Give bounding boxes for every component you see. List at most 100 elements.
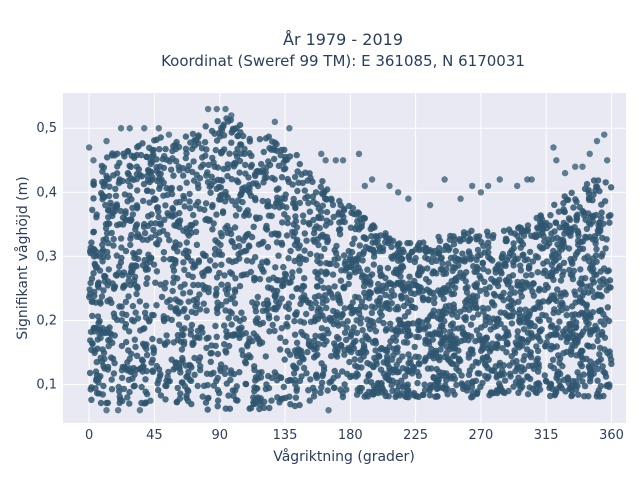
data-point [122, 216, 129, 223]
data-point [506, 273, 513, 281]
data-point [104, 366, 112, 373]
data-point [501, 377, 509, 384]
data-point [518, 293, 525, 300]
outlier-point [117, 125, 125, 132]
data-point [346, 273, 353, 281]
data-point [428, 311, 436, 318]
outlier-point [394, 189, 402, 196]
y-axis-label: Signifikant våghöjd (m) [14, 176, 31, 339]
y-tick-label: 0,4 [36, 185, 57, 200]
data-point [156, 337, 163, 345]
data-point [279, 195, 286, 202]
data-point [186, 376, 193, 383]
data-point [213, 185, 220, 192]
data-point [297, 300, 304, 308]
data-point [273, 147, 281, 154]
data-point [252, 377, 259, 384]
data-point [571, 337, 579, 344]
data-point [318, 190, 326, 197]
data-point [341, 351, 348, 358]
data-point [177, 390, 184, 397]
data-point [181, 266, 188, 273]
data-point [118, 244, 125, 251]
data-point [211, 130, 218, 137]
data-point [578, 363, 585, 370]
data-point [405, 253, 412, 261]
data-point [239, 185, 246, 192]
data-point [188, 258, 195, 265]
data-point [481, 321, 489, 329]
data-point [316, 224, 323, 232]
outlier-point [222, 105, 229, 113]
data-point [607, 212, 614, 219]
data-point [370, 382, 378, 390]
data-point [207, 358, 214, 365]
data-point [547, 212, 554, 219]
data-point [160, 249, 168, 256]
data-point [556, 383, 563, 390]
data-point [388, 280, 395, 288]
data-point [170, 244, 178, 251]
data-point [482, 317, 489, 324]
data-point [312, 189, 320, 196]
data-point [141, 229, 149, 237]
data-point [131, 273, 139, 281]
data-point [594, 390, 601, 397]
data-point [154, 241, 161, 248]
data-point [224, 161, 231, 168]
data-point [372, 233, 379, 240]
data-point [362, 278, 370, 285]
data-point [331, 340, 338, 347]
data-point [213, 377, 220, 385]
data-point [252, 400, 259, 407]
data-point [168, 186, 175, 193]
data-point [424, 365, 432, 372]
data-point [521, 284, 528, 291]
data-point [213, 211, 220, 218]
data-point [254, 293, 261, 301]
data-point [235, 178, 242, 186]
data-point [585, 363, 592, 370]
data-point [90, 253, 98, 260]
data-point [222, 198, 229, 205]
data-point [203, 344, 210, 352]
data-point [198, 145, 206, 152]
data-point [225, 118, 232, 125]
data-point [580, 328, 587, 335]
data-point [190, 177, 198, 184]
data-point [529, 258, 537, 265]
data-point [288, 293, 296, 300]
data-point [378, 344, 385, 352]
data-point [406, 273, 413, 280]
data-point [173, 398, 181, 406]
data-point [607, 184, 615, 191]
data-point [270, 287, 278, 294]
data-point [339, 310, 346, 318]
data-point [305, 387, 312, 394]
data-point [90, 181, 98, 188]
data-point [563, 312, 570, 319]
data-point [494, 389, 501, 397]
data-point [319, 334, 326, 342]
data-point [178, 379, 186, 386]
data-point [271, 155, 278, 163]
data-point [385, 393, 392, 400]
data-point [226, 150, 233, 157]
data-point [174, 336, 181, 344]
data-point [132, 226, 139, 233]
data-point [400, 302, 408, 310]
data-point [450, 325, 458, 332]
data-point [345, 280, 352, 288]
data-point [109, 339, 116, 347]
data-point [291, 173, 299, 181]
data-point [352, 337, 359, 345]
data-point [313, 345, 320, 352]
data-point [512, 367, 519, 375]
data-point [594, 377, 601, 384]
data-point [469, 350, 476, 357]
data-point [230, 392, 237, 399]
data-point [473, 327, 480, 334]
data-point [361, 347, 368, 354]
data-point [322, 316, 329, 323]
data-point [282, 394, 289, 401]
